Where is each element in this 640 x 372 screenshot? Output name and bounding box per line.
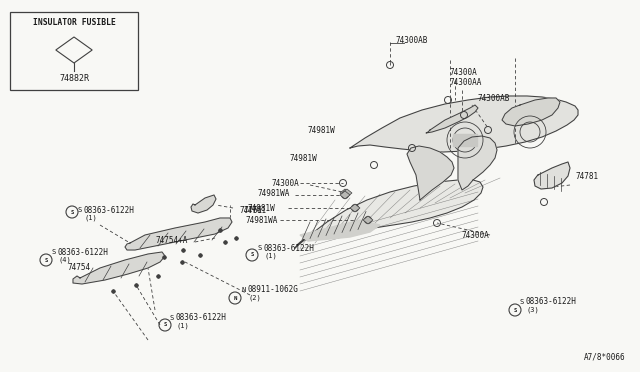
Text: S: S (520, 299, 524, 305)
Text: 08363-6122H: 08363-6122H (58, 247, 109, 257)
Text: N: N (234, 295, 237, 301)
Polygon shape (295, 180, 483, 248)
Text: S: S (163, 323, 166, 327)
Text: (1): (1) (264, 253, 276, 259)
Polygon shape (340, 189, 350, 197)
Text: 74761: 74761 (244, 205, 267, 215)
Text: 08363-6122H: 08363-6122H (84, 205, 135, 215)
Text: 74754+A: 74754+A (155, 235, 188, 244)
Text: 74981W: 74981W (308, 125, 336, 135)
Polygon shape (426, 105, 478, 133)
Text: 74300AB: 74300AB (395, 35, 428, 45)
Polygon shape (73, 252, 165, 284)
Text: 74300A: 74300A (462, 231, 490, 240)
Text: N: N (242, 287, 246, 293)
Bar (10, 12, 138, 90)
Polygon shape (363, 216, 373, 224)
Text: (3): (3) (526, 307, 539, 313)
Text: 74981W: 74981W (248, 203, 276, 212)
Polygon shape (350, 204, 360, 212)
Text: 74761: 74761 (240, 205, 263, 215)
Polygon shape (125, 218, 232, 250)
Text: S: S (70, 209, 74, 215)
Text: S: S (78, 207, 83, 213)
Text: 74981W: 74981W (290, 154, 317, 163)
Text: 74300AA: 74300AA (450, 77, 483, 87)
Text: 74981WA: 74981WA (245, 215, 277, 224)
Text: 74300A: 74300A (272, 179, 300, 187)
Text: INSULATOR FUSIBLE: INSULATOR FUSIBLE (33, 17, 115, 26)
Text: S: S (52, 249, 56, 255)
Polygon shape (407, 146, 454, 200)
Polygon shape (453, 134, 477, 146)
Polygon shape (300, 220, 380, 241)
Polygon shape (458, 136, 497, 190)
Text: S: S (513, 308, 516, 312)
Text: 74754: 74754 (68, 263, 91, 273)
Text: 74300AB: 74300AB (478, 93, 510, 103)
Text: 74300A: 74300A (450, 67, 477, 77)
Text: (1): (1) (176, 323, 189, 329)
Text: 08363-6122H: 08363-6122H (264, 244, 315, 253)
Text: 08363-6122H: 08363-6122H (176, 314, 227, 323)
Text: S: S (258, 245, 262, 251)
Polygon shape (502, 98, 560, 126)
Text: 74882R: 74882R (59, 74, 89, 83)
Text: (2): (2) (248, 295, 260, 301)
Text: S: S (170, 315, 174, 321)
Text: (1): (1) (84, 215, 97, 221)
Polygon shape (191, 195, 216, 213)
Text: 08363-6122H: 08363-6122H (526, 298, 577, 307)
Text: S: S (250, 253, 253, 257)
Text: S: S (44, 257, 47, 263)
Text: 74981WA: 74981WA (258, 189, 291, 198)
Polygon shape (340, 191, 350, 199)
Polygon shape (534, 162, 570, 189)
Text: 74781: 74781 (576, 171, 599, 180)
Text: 08911-1062G: 08911-1062G (248, 285, 299, 295)
Text: A7/8*0066: A7/8*0066 (584, 353, 625, 362)
Polygon shape (350, 96, 578, 152)
Polygon shape (342, 189, 352, 197)
Text: (4): (4) (58, 257, 71, 263)
